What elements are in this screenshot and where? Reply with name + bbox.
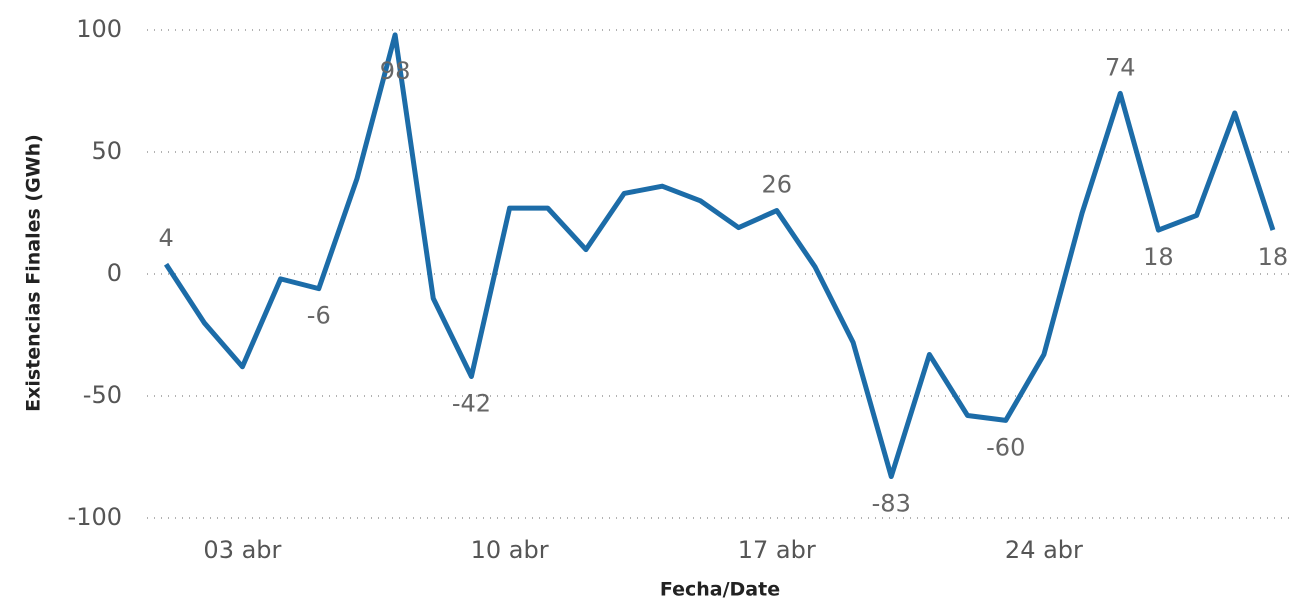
data-label: -6 [307,302,331,330]
data-label: 74 [1105,53,1136,81]
data-label: -83 [872,490,911,518]
x-axis-title: Fecha/Date [660,579,780,601]
y-tick-label: -100 [68,503,122,531]
data-label: 4 [158,224,173,252]
y-tick-label: 100 [76,15,122,43]
data-label: -42 [452,389,491,417]
data-label: 98 [380,57,411,85]
data-label: 18 [1258,243,1289,271]
x-tick-label: 03 abr [203,536,281,564]
data-label: 26 [761,171,792,199]
data-label: 18 [1143,243,1174,271]
x-tick-label: 17 abr [738,536,816,564]
x-tick-label: 10 abr [471,536,549,564]
line [163,32,1276,480]
y-tick-label: 50 [91,137,122,165]
y-tick-label: -50 [83,381,122,409]
data-label: -60 [986,433,1025,461]
x-tick-label: 24 abr [1005,536,1083,564]
y-tick-label: 0 [107,259,122,287]
y-axis-title: Existencias Finales (GWh) [23,134,45,412]
